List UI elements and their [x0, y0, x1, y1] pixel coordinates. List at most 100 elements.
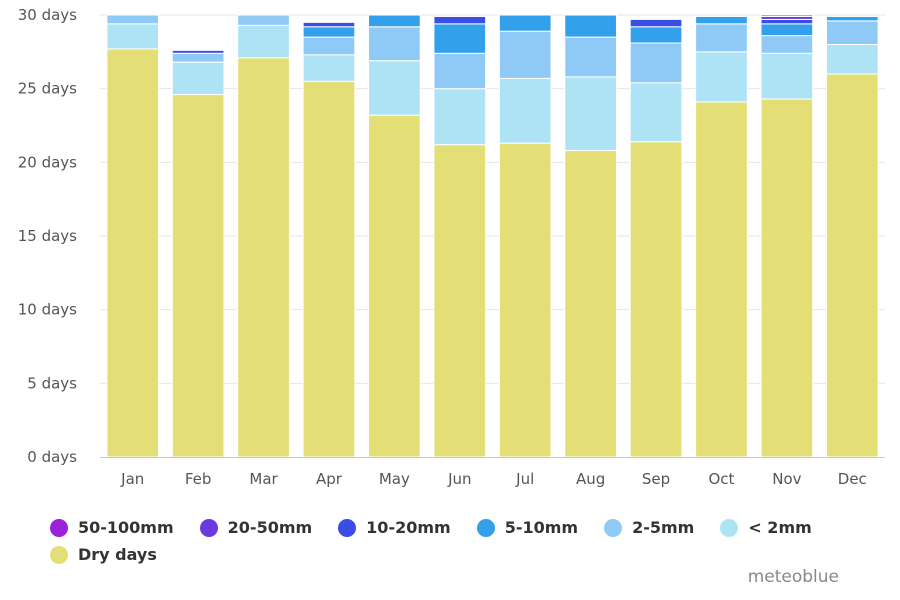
- bar-segment-5-10mm: [695, 15, 748, 25]
- bar-stack-nov: [760, 14, 814, 458]
- bar-segment-10-20mm: [629, 18, 683, 28]
- bar-segment-2mm: [302, 54, 356, 82]
- bar-segment-5-10mm: [760, 23, 814, 37]
- bar-segment-dry-days: [825, 73, 879, 458]
- bar-segment-2mm: [237, 24, 290, 59]
- bar-segment-dry-days: [237, 57, 290, 458]
- bar-segment-5-10mm: [825, 15, 879, 22]
- bar-stack-jun: [433, 15, 487, 458]
- bar-segment-dry-days: [760, 98, 814, 458]
- bar-segment-2mm: [695, 51, 748, 103]
- bar-segment-dry-days: [629, 141, 683, 458]
- bar-segment-2-5mm: [825, 20, 879, 45]
- legend: 50-100mm 20-50mm 10-20mm 5-10mm 2-5mm < 2mm Dr…: [50, 514, 850, 568]
- legend-swatch-icon: [50, 545, 68, 564]
- legend-label: 5-10mm: [504, 518, 579, 537]
- credit-text: meteoblue: [747, 567, 839, 587]
- bar-segment-2mm: [171, 61, 225, 96]
- bar-segment-dry-days: [498, 142, 552, 458]
- bar-segment-2mm: [498, 77, 552, 144]
- legend-swatch-icon: [476, 518, 495, 537]
- bar-segment-10-20mm: [433, 15, 487, 25]
- y-tick-label: 5 days: [27, 374, 77, 392]
- bar-segment-5-10mm: [302, 26, 356, 38]
- bars: [106, 14, 879, 458]
- x-tick-label: Apr: [316, 470, 343, 488]
- y-tick-label: 20 days: [18, 153, 77, 171]
- legend-swatch-icon: [50, 518, 68, 537]
- bar-segment-2-5mm: [564, 36, 617, 78]
- x-tick-label: Mar: [249, 470, 278, 488]
- bar-segment-2-5mm: [171, 52, 225, 63]
- bar-segment-5-10mm: [368, 14, 421, 28]
- bar-segment-2-5mm: [106, 14, 160, 25]
- bar-segment-50-100mm: [760, 14, 814, 17]
- x-tick-label: Dec: [838, 470, 867, 488]
- y-tick-label: 10 days: [18, 301, 77, 319]
- bar-segment-2-5mm: [302, 36, 356, 56]
- bar-segment-2mm: [629, 82, 683, 143]
- legend-label: 10-20mm: [366, 518, 451, 537]
- bar-segment-2mm: [368, 60, 421, 116]
- x-tick-label: Jul: [515, 470, 534, 488]
- legend-swatch-icon: [604, 518, 623, 537]
- legend-swatch-icon: [199, 518, 218, 537]
- legend-label: 2-5mm: [632, 518, 695, 537]
- bar-stack-jan: [106, 14, 160, 458]
- legend-item[interactable]: Dry days: [50, 541, 157, 568]
- legend-swatch-icon: [720, 518, 739, 537]
- x-tick-label: Aug: [576, 470, 605, 488]
- legend-swatch-icon: [338, 518, 357, 537]
- bar-segment-dry-days: [433, 144, 487, 458]
- bar-segment-2-5mm: [760, 35, 814, 54]
- bar-segment-2-5mm: [498, 30, 552, 79]
- bar-stack-jul: [498, 14, 552, 458]
- y-axis-ticks: 0 days 5 days 10 days 15 days 20 days 25 days…: [18, 6, 77, 466]
- y-tick-label: 30 days: [18, 6, 77, 24]
- bar-segment-5-10mm: [629, 26, 683, 44]
- legend-item[interactable]: 50-100mm: [50, 514, 174, 541]
- bar-segment-2-5mm: [695, 23, 748, 53]
- bar-stack-may: [368, 14, 421, 458]
- bar-segment-2-5mm: [629, 42, 683, 84]
- bar-stack-apr: [302, 21, 356, 458]
- bar-segment-2-5mm: [237, 14, 290, 26]
- y-tick-label: 25 days: [18, 80, 77, 98]
- bar-segment-2mm: [564, 76, 617, 152]
- legend-item[interactable]: 5-10mm: [476, 514, 579, 541]
- bar-segment-2mm: [433, 88, 487, 146]
- bar-segment-5-10mm: [498, 14, 552, 32]
- y-tick-label: 15 days: [18, 227, 77, 245]
- bar-segment-dry-days: [302, 80, 356, 458]
- bar-stack-mar: [237, 14, 290, 458]
- legend-item[interactable]: 2-5mm: [604, 514, 694, 541]
- legend-item[interactable]: 10-20mm: [338, 514, 451, 541]
- x-tick-label: Nov: [772, 470, 801, 488]
- bar-segment-2-5mm: [368, 26, 421, 62]
- bar-segment-10-20mm: [302, 21, 356, 28]
- legend-label: < 2mm: [748, 518, 812, 537]
- bar-segment-2mm: [825, 43, 879, 75]
- x-axis-ticks: Jan Feb Mar Apr May Jun Jul Aug Sep Oct Nov Dec: [120, 470, 867, 488]
- x-tick-label: Jun: [447, 470, 471, 488]
- bar-segment-dry-days: [564, 150, 617, 458]
- bar-stack-dec: [825, 15, 879, 458]
- bar-stack-aug: [564, 14, 617, 458]
- bar-segment-dry-days: [106, 48, 160, 458]
- bar-stack-feb: [171, 49, 225, 458]
- legend-item[interactable]: 20-50mm: [199, 514, 313, 541]
- bar-segment-dry-days: [171, 94, 225, 458]
- legend-item[interactable]: < 2mm: [720, 514, 812, 541]
- legend-label: 20-50mm: [227, 518, 313, 537]
- bar-segment-5-10mm: [433, 23, 487, 54]
- bar-stack-oct: [695, 15, 748, 458]
- x-tick-label: Feb: [185, 470, 212, 488]
- x-tick-label: Sep: [642, 470, 670, 488]
- x-tick-label: May: [379, 470, 410, 488]
- y-tick-label: 0 days: [27, 448, 77, 466]
- grid-lines: [100, 14, 885, 384]
- stacked-bar-chart: 0 days 5 days 10 days 15 days 20 days 25 days…: [18, 6, 885, 488]
- legend-label: Dry days: [78, 545, 157, 564]
- bar-segment-2mm: [760, 52, 814, 100]
- x-tick-label: Oct: [708, 470, 734, 488]
